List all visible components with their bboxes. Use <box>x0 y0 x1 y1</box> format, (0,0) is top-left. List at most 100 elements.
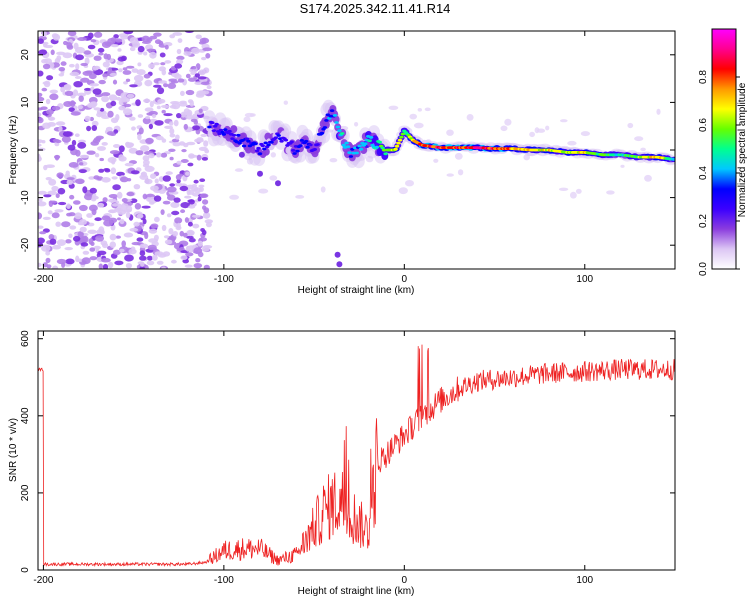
noise-blob <box>174 217 183 224</box>
noise-blob <box>63 84 70 90</box>
noise-blob <box>98 110 107 117</box>
noise-blob <box>79 204 88 212</box>
noise-blob <box>148 228 158 234</box>
noise-blob <box>159 52 166 58</box>
noise-blob <box>195 128 201 135</box>
noise-blob <box>141 35 150 43</box>
noise-blob <box>174 63 183 69</box>
noise-blob <box>146 260 155 266</box>
noise-blob <box>417 108 422 112</box>
noise-blob <box>38 112 42 117</box>
noise-blob <box>139 250 146 257</box>
noise-blob <box>77 105 84 110</box>
noise-blob <box>169 183 176 187</box>
noise-blob <box>180 202 190 209</box>
noise-blob <box>129 37 138 44</box>
noise-blob <box>48 200 58 204</box>
noise-blob <box>142 218 147 225</box>
noise-blob <box>169 133 176 138</box>
noise-blob <box>194 81 203 85</box>
noise-blob <box>122 67 128 71</box>
noise-blob <box>80 242 89 247</box>
colorbar-scale <box>711 28 737 270</box>
signal-core <box>221 133 227 136</box>
noise-blob <box>558 187 569 191</box>
signal-core <box>299 139 304 142</box>
noise-blob <box>433 158 439 163</box>
noise-blob <box>149 100 154 108</box>
noise-blob <box>47 122 56 127</box>
signal-core <box>335 125 341 129</box>
signal-core <box>348 155 354 158</box>
noise-blob <box>500 125 508 132</box>
noise-blob <box>61 221 71 228</box>
noise-blob <box>66 179 74 185</box>
noise-blob <box>75 54 84 61</box>
noise-blob <box>184 217 189 223</box>
noise-blob <box>87 229 97 234</box>
signal-core <box>347 151 352 155</box>
noise-blob <box>82 186 88 194</box>
noise-blob <box>176 222 181 229</box>
noise-blob <box>57 187 66 195</box>
noise-blob <box>101 177 111 183</box>
noise-blob <box>115 235 121 239</box>
noise-blob <box>139 243 149 249</box>
noise-blob <box>176 55 185 61</box>
noise-blob <box>184 195 192 199</box>
noise-blob <box>75 63 80 70</box>
noise-blob <box>150 185 159 191</box>
y-tick-label: 600 <box>20 330 31 347</box>
snr-ticks: -200 -100 0 100 0 200 400 600 <box>20 330 675 586</box>
noise-blob <box>149 35 158 40</box>
signal-core <box>257 152 263 156</box>
noise-blob <box>73 42 79 50</box>
noise-blob <box>176 248 182 252</box>
y-tick-label: 200 <box>20 484 31 501</box>
noise-blob <box>606 190 615 195</box>
noise-blob <box>270 152 276 158</box>
noise-blob <box>190 66 197 70</box>
noise-blob <box>94 217 102 222</box>
noise-blob <box>188 154 198 158</box>
noise-blob <box>101 257 111 263</box>
y-tick-label: 0 <box>20 147 31 153</box>
noise-blob <box>329 158 338 163</box>
noise-blob <box>160 62 166 66</box>
noise-blob <box>129 116 136 121</box>
noise-blob <box>570 191 577 199</box>
noise-blob <box>133 184 141 190</box>
noise-blob <box>148 63 155 69</box>
noise-blob <box>66 42 73 49</box>
noise-blob <box>534 127 540 134</box>
noise-blob <box>172 142 181 147</box>
noise-blob <box>64 247 73 251</box>
noise-blob <box>107 261 114 269</box>
noise-blob <box>156 152 162 158</box>
noise-blob <box>529 131 535 138</box>
noise-blob <box>78 169 87 174</box>
noise-blob <box>89 83 100 87</box>
noise-blob <box>109 241 117 248</box>
noise-blob <box>131 68 139 73</box>
noise-blob <box>117 56 126 62</box>
noise-blob <box>118 105 126 111</box>
noise-blob <box>95 235 104 242</box>
snr-y-axis-label: SNR (10 * v/v) <box>8 418 19 482</box>
noise-blob <box>192 125 201 131</box>
noise-blob <box>42 216 51 220</box>
noise-blob <box>45 251 51 256</box>
snr-line <box>38 344 675 568</box>
noise-blob <box>38 139 43 144</box>
signal-core <box>367 139 372 143</box>
noise-blob <box>203 264 210 269</box>
noise-blob <box>409 113 418 120</box>
noise-blob <box>160 209 165 216</box>
noise-blob <box>58 73 65 77</box>
noise-blob <box>140 261 145 267</box>
noise-blob <box>67 31 77 37</box>
signal-core <box>246 139 251 143</box>
noise-blob <box>229 194 240 200</box>
noise-blob <box>118 145 125 153</box>
